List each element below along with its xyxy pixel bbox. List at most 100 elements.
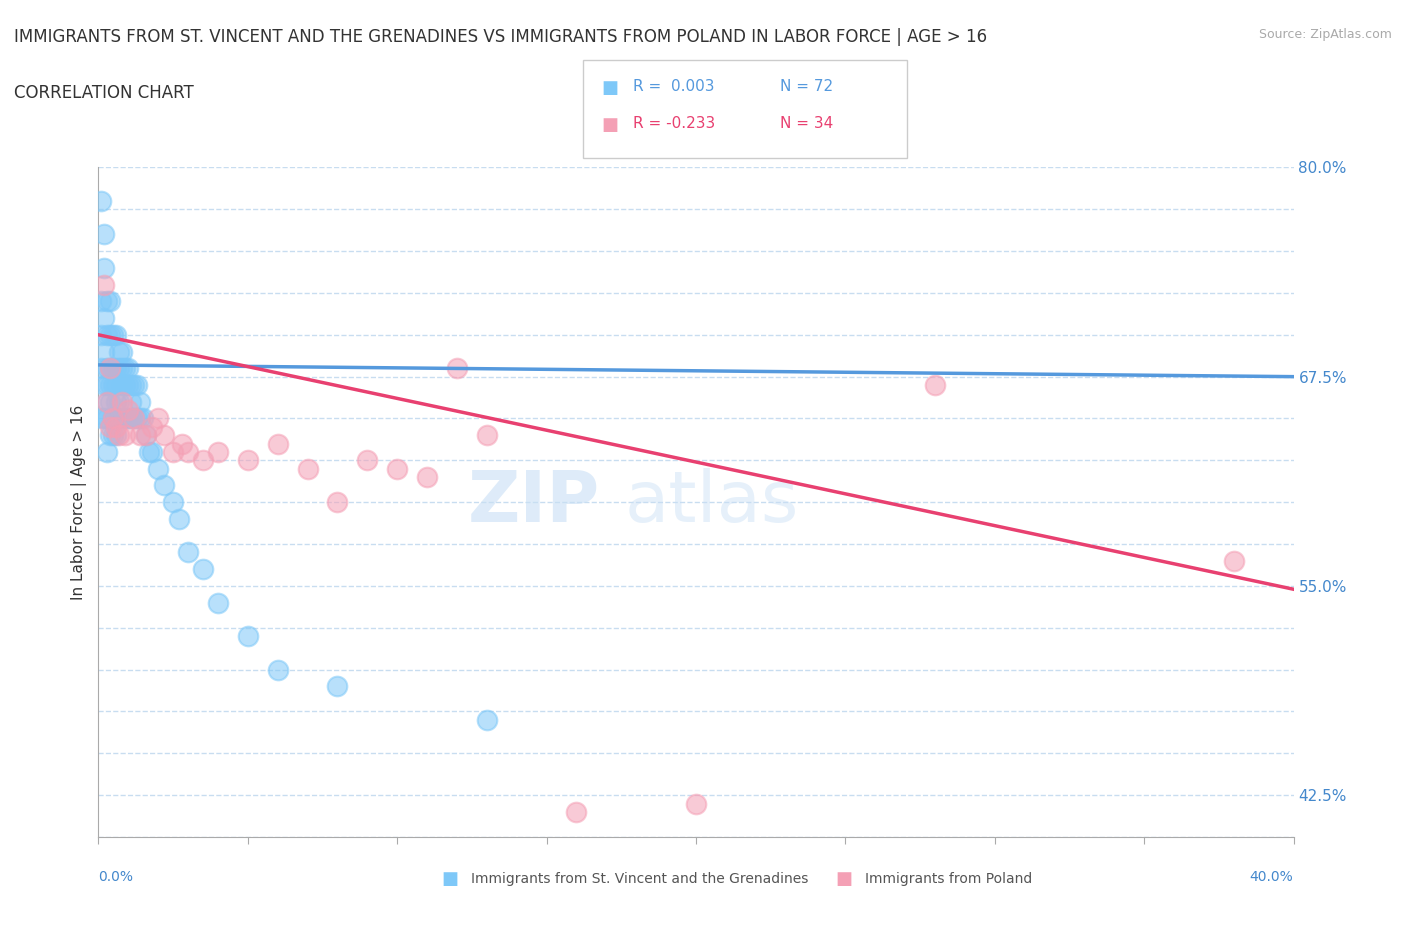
Text: N = 34: N = 34 [780,116,834,131]
Point [114,411,136,426]
Point [93,411,115,426]
Text: N = 72: N = 72 [780,79,834,94]
Point [129,394,152,409]
Point [100,419,122,434]
Point [105,428,128,443]
Point [141,445,163,459]
Point [93,227,115,242]
Point [114,361,136,376]
Point [162,445,184,459]
Point [90,193,112,208]
Point [207,595,229,610]
Point [103,327,125,342]
Point [103,428,125,443]
Point [356,453,378,468]
Point [385,461,409,476]
Point [105,394,128,409]
Point [267,436,290,451]
Point [90,327,112,342]
Text: ■: ■ [602,79,619,97]
Point [96,394,118,409]
Point [153,428,176,443]
Point [96,394,118,409]
Point [100,394,122,409]
Point [111,394,134,409]
Point [93,344,115,359]
Point [127,378,149,392]
Point [177,545,200,560]
Point [117,361,139,376]
Point [191,453,214,468]
Point [90,411,112,426]
Point [236,629,259,644]
Y-axis label: In Labor Force | Age > 16: In Labor Force | Age > 16 [72,405,87,600]
Point [105,378,128,392]
Point [167,512,190,526]
Point [129,428,152,443]
Point [96,411,118,426]
Text: 0.0%: 0.0% [98,870,134,884]
Point [108,428,131,443]
Point [297,461,319,476]
Text: IMMIGRANTS FROM ST. VINCENT AND THE GRENADINES VS IMMIGRANTS FROM POLAND IN LABO: IMMIGRANTS FROM ST. VINCENT AND THE GREN… [14,28,987,46]
Point [135,428,157,443]
Point [138,445,160,459]
Text: Source: ZipAtlas.com: Source: ZipAtlas.com [1258,28,1392,41]
Point [103,378,125,392]
Point [100,361,122,376]
Point [148,461,170,476]
Text: R =  0.003: R = 0.003 [633,79,714,94]
Point [96,294,118,309]
Text: ■: ■ [602,116,619,134]
Point [326,495,349,510]
Point [326,679,349,694]
Text: ZIP: ZIP [468,468,600,537]
Point [100,294,122,309]
Point [111,378,134,392]
Point [141,419,163,434]
Point [416,470,439,485]
Point [162,495,184,510]
Point [446,361,468,376]
Point [120,411,142,426]
Point [114,428,136,443]
Point [924,378,946,392]
Point [105,361,128,376]
Point [108,394,131,409]
Point [117,411,139,426]
Point [124,411,146,426]
Text: atlas: atlas [624,468,799,537]
Point [103,361,125,376]
Point [177,445,200,459]
Text: R = -0.233: R = -0.233 [633,116,714,131]
Point [475,712,498,727]
Point [475,428,498,443]
Point [100,361,122,376]
Point [100,327,122,342]
Point [103,411,125,426]
Point [129,411,152,426]
Point [96,361,118,376]
Point [148,411,170,426]
Point [207,445,229,459]
Point [93,378,115,392]
Point [90,294,112,309]
Point [153,478,176,493]
Point [96,378,118,392]
Point [93,277,115,292]
Point [111,411,134,426]
Point [172,436,194,451]
Point [120,378,142,392]
Text: ■: ■ [441,870,458,888]
Point [127,411,149,426]
Point [111,344,134,359]
Point [90,361,112,376]
Text: CORRELATION CHART: CORRELATION CHART [14,84,194,101]
Point [103,411,125,426]
Point [124,378,146,392]
Point [117,378,139,392]
Text: 40.0%: 40.0% [1250,870,1294,884]
Point [120,394,142,409]
Point [108,361,131,376]
Point [132,411,155,426]
